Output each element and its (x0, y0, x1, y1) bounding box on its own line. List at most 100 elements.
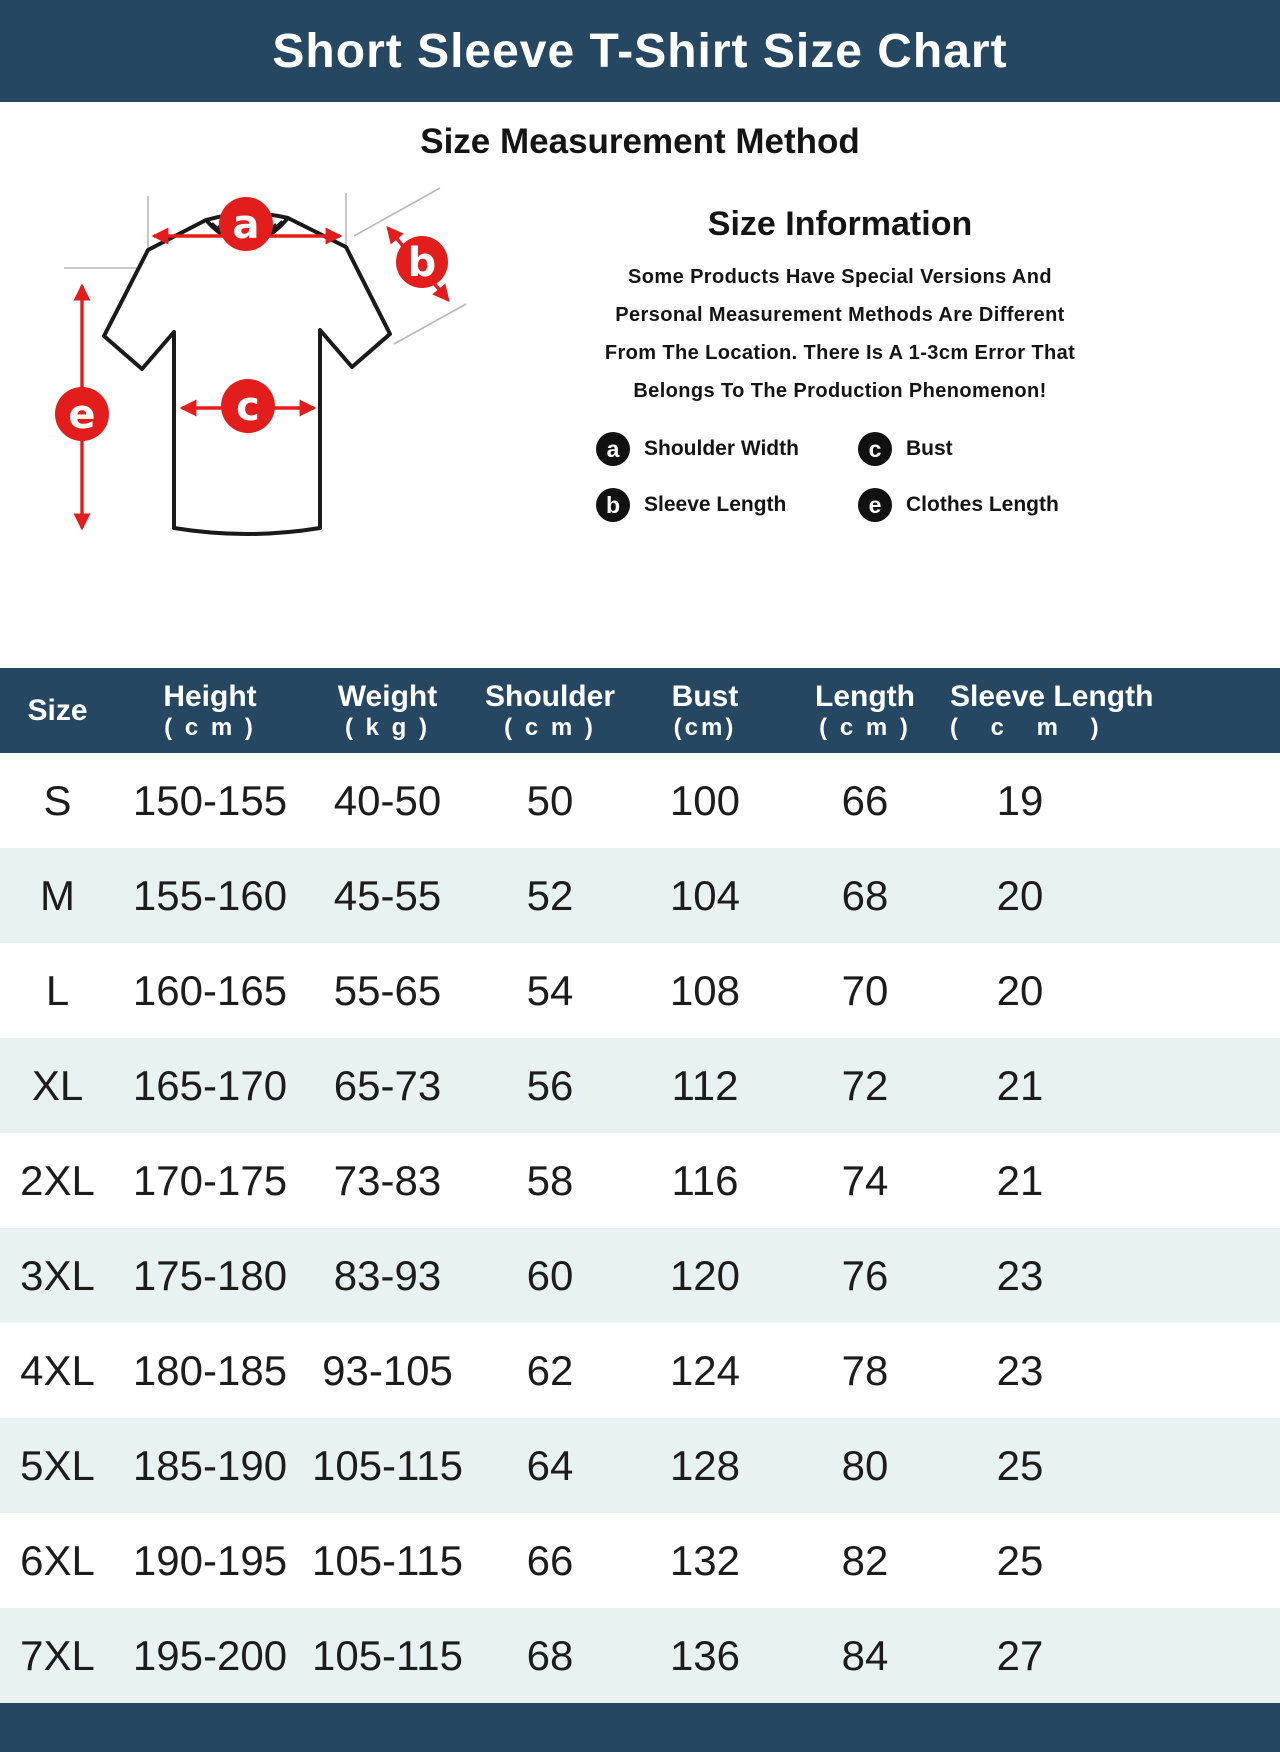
cell-length: 84 (841, 1631, 889, 1679)
cell-shoulder: 62 (526, 1346, 574, 1394)
cell-weight: 65-73 (333, 1061, 442, 1109)
cell-length: 82 (841, 1536, 889, 1584)
cell-weight: 45-55 (333, 871, 442, 919)
column-header-height: Height( c m ) (163, 680, 257, 741)
cell-shoulder: 66 (526, 1536, 574, 1584)
info-line: Belongs To The Production Phenomenon! (633, 380, 1047, 402)
title-bar: Short Sleeve T-Shirt Size Chart (0, 0, 1280, 102)
cell-weight: 40-50 (333, 776, 442, 824)
table-row: M 155-160 45-55 52 104 68 20 (0, 848, 1280, 943)
cell-weight: 93-105 (322, 1346, 453, 1394)
column-header-weight: Weight( k g ) (337, 680, 438, 741)
cell-size: 5XL (20, 1441, 95, 1489)
tshirt-diagram-svg: a b c e (55, 187, 467, 536)
cell-sleeve-length: 25 (996, 1441, 1044, 1489)
cell-weight: 83-93 (333, 1251, 442, 1299)
cell-size: 7XL (20, 1631, 95, 1679)
cell-shoulder: 68 (526, 1631, 574, 1679)
cell-size: 2XL (20, 1156, 95, 1204)
cell-sleeve-length: 21 (996, 1061, 1044, 1109)
cell-weight: 55-65 (333, 966, 442, 1014)
cell-shoulder: 52 (526, 871, 574, 919)
cell-length: 70 (841, 966, 889, 1014)
size-table-header-row: Size Height( c m ) Weight( k g ) Shoulde… (0, 668, 1280, 753)
legend-item-shoulder-width: a Shoulder Width (596, 432, 858, 466)
cell-shoulder: 56 (526, 1061, 574, 1109)
column-header-length: Length( c m ) (815, 680, 915, 741)
table-row: S 150-155 40-50 50 100 66 19 (0, 753, 1280, 848)
tshirt-outline (102, 211, 392, 536)
cell-height: 190-195 (132, 1536, 288, 1584)
cell-height: 170-175 (132, 1156, 288, 1204)
cell-height: 195-200 (132, 1631, 288, 1679)
size-table-body: S 150-155 40-50 50 100 66 19 M 155-160 45-55 52 104… (0, 753, 1280, 1703)
cell-sleeve-length: 20 (996, 966, 1044, 1014)
cell-weight: 73-83 (333, 1156, 442, 1204)
page-title: Short Sleeve T-Shirt Size Chart (272, 24, 1008, 78)
cell-height: 150-155 (132, 776, 288, 824)
cell-bust: 120 (669, 1251, 741, 1299)
size-table: Size Height( c m ) Weight( k g ) Shoulde… (0, 668, 1280, 1703)
column-header-shoulder: Shoulder( c m ) (484, 680, 615, 741)
cell-shoulder: 50 (526, 776, 574, 824)
size-information-block: Size Information Some Products Have Spec… (560, 205, 1120, 522)
legend-key-badge-a: a (596, 432, 630, 466)
cell-sleeve-length: 20 (996, 871, 1044, 919)
cell-size: M (40, 871, 75, 919)
cell-sleeve-length: 23 (996, 1251, 1044, 1299)
info-line: Personal Measurement Methods Are Differe… (615, 304, 1065, 326)
column-header-size: Size (27, 694, 88, 727)
table-row: L 160-165 55-65 54 108 70 20 (0, 943, 1280, 1038)
cell-size: XL (31, 1061, 84, 1109)
cell-sleeve-length: 27 (996, 1631, 1044, 1679)
column-header-bust: Bust (cm) (671, 680, 739, 741)
cell-height: 165-170 (132, 1061, 288, 1109)
badge-a (219, 197, 273, 251)
diagram-label-a: a (233, 202, 260, 248)
badge-c (221, 379, 275, 433)
cell-shoulder: 54 (526, 966, 574, 1014)
cell-sleeve-length: 19 (996, 776, 1044, 824)
section-title: Size Measurement Method (420, 122, 860, 161)
cell-weight: 105-115 (311, 1631, 464, 1679)
column-header-sleeve-length: Sleeve Length( c m ) (950, 680, 1154, 741)
cell-bust: 112 (671, 1061, 739, 1109)
cell-shoulder: 58 (526, 1156, 574, 1204)
cell-size: L (45, 966, 70, 1014)
table-row: 7XL 195-200 105-115 68 136 84 27 (0, 1608, 1280, 1703)
cell-bust: 108 (669, 966, 741, 1014)
cell-length: 76 (841, 1251, 889, 1299)
cell-bust: 128 (669, 1441, 741, 1489)
cell-height: 185-190 (132, 1441, 288, 1489)
diagram-label-c: c (236, 384, 260, 430)
table-row: 6XL 190-195 105-115 66 132 82 25 (0, 1513, 1280, 1608)
measurement-legend: a Shoulder Width c Bust b Sleeve Length … (560, 432, 1120, 522)
cell-shoulder: 64 (526, 1441, 574, 1489)
cell-weight: 105-115 (311, 1536, 464, 1584)
cell-bust: 136 (669, 1631, 741, 1679)
tshirt-diagram: a b c e (36, 150, 468, 550)
cell-height: 175-180 (132, 1251, 288, 1299)
legend-item-bust: c Bust (858, 432, 1120, 466)
table-row: 5XL 185-190 105-115 64 128 80 25 (0, 1418, 1280, 1513)
cell-sleeve-length: 21 (996, 1156, 1044, 1204)
legend-item-sleeve-length: b Sleeve Length (596, 488, 858, 522)
cell-height: 180-185 (132, 1346, 288, 1394)
cell-length: 74 (841, 1156, 889, 1204)
footer-bar (0, 1703, 1280, 1752)
table-row: 4XL 180-185 93-105 62 124 78 23 (0, 1323, 1280, 1418)
guide-line (353, 187, 441, 237)
size-information-title: Size Information (707, 205, 973, 243)
info-line: Some Products Have Special Versions And (628, 266, 1052, 288)
badge-b (396, 236, 448, 288)
cell-weight: 105-115 (311, 1441, 464, 1489)
legend-label: Bust (906, 437, 953, 460)
cell-bust: 100 (669, 776, 741, 824)
legend-item-clothes-length: e Clothes Length (858, 488, 1120, 522)
cell-length: 68 (841, 871, 889, 919)
cell-size: S (43, 776, 72, 824)
badge-e (55, 387, 109, 441)
table-row: XL 165-170 65-73 56 112 72 21 (0, 1038, 1280, 1133)
diagram-label-e: e (68, 392, 95, 438)
cell-length: 78 (841, 1346, 889, 1394)
